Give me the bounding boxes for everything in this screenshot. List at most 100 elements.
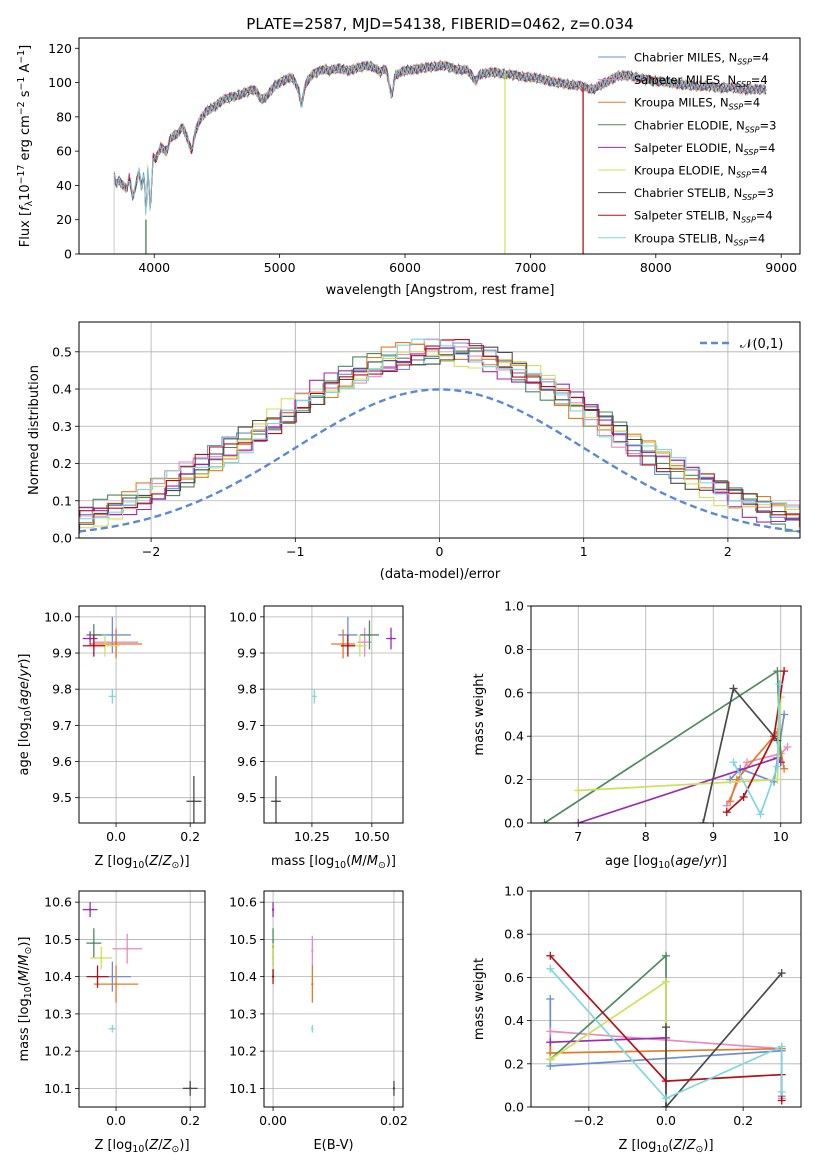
mass-vs-EBV-axes: 0.00 0.02 10.1 10.2 10.3 10.4 10.5 10.6 [229, 891, 408, 1128]
weight-vs-Z-lines [546, 951, 786, 1107]
data-point [111, 975, 114, 978]
data-point [358, 644, 362, 647]
normal-curve [79, 388, 800, 533]
y-tick-label: 10.2 [44, 1044, 72, 1059]
data-point [111, 1027, 114, 1030]
y-tick-label: 9.7 [52, 718, 72, 733]
x-tick-label: 9000 [765, 260, 797, 275]
x-tick-label: −1 [286, 544, 304, 559]
x-tick-label: 9 [709, 829, 717, 844]
data-point [311, 949, 314, 952]
x-tick-label: 0.0 [106, 829, 126, 844]
weight-vs-age-frame [530, 605, 802, 824]
spectrum-xlabel: wavelength [Angstrom, rest frame] [326, 283, 555, 298]
y-tick-label: 0.8 [504, 642, 524, 657]
x-tick-label: 10 [773, 829, 789, 844]
weight-vs-Z-axes: −0.2 0.0 0.2 0.0 0.2 0.4 0.6 0.8 1.0 [504, 884, 801, 1128]
x-tick-label: −0.2 [574, 1113, 604, 1128]
mass-vs-EBV-frame [263, 890, 404, 1108]
age-vs-mass-points [271, 616, 396, 823]
data-point [92, 644, 96, 647]
y-tick-label: 100 [48, 75, 72, 90]
spectrum-axes: 4000 5000 6000 7000 8000 9000 0 20 40 60 80 100 120 [48, 41, 797, 275]
y-tick-label: 10.0 [229, 609, 257, 624]
y-tick-label: 10.6 [229, 895, 257, 910]
histogram-frame [78, 321, 801, 539]
weight-vs-age-ylabel: mass weight [472, 673, 487, 755]
y-tick-label: 9.7 [237, 718, 257, 733]
x-tick-label: 0.2 [180, 829, 200, 844]
histogram-series-6 [79, 346, 800, 534]
data-point [311, 1027, 314, 1030]
data-point [114, 982, 118, 986]
y-tick-label: 60 [56, 144, 72, 159]
data-point [346, 644, 350, 647]
x-tick-label: 4000 [138, 260, 170, 275]
legend-label: Kroupa STELIB, NSSP=4 [634, 231, 765, 247]
x-tick-label: 8000 [640, 260, 672, 275]
y-tick-label: 1.0 [504, 884, 524, 899]
data-point [274, 800, 278, 803]
y-tick-label: 10.5 [44, 932, 72, 947]
y-tick-label: 10.0 [44, 609, 72, 624]
spectrum-title: PLATE=2587, MJD=54138, FIBERID=0462, z=0… [246, 15, 633, 33]
y-tick-label: 9.8 [52, 682, 72, 697]
x-tick-label: 7000 [515, 260, 547, 275]
mass-vs-Z-frame [78, 890, 206, 1108]
y-tick-label: 10.1 [44, 1081, 72, 1096]
y-tick-label: 9.5 [52, 790, 72, 805]
age-vs-mass-frame [263, 605, 404, 824]
age-vs-mass-xlabel: mass [log10(M/M⊙)] [271, 854, 396, 871]
y-tick-label: 1.0 [504, 599, 524, 614]
x-tick-label: 7 [574, 829, 582, 844]
weight-series-8 [549, 968, 783, 1100]
data-point [111, 633, 114, 637]
data-point [96, 975, 99, 978]
x-tick-label: 1 [580, 544, 588, 559]
x-tick-label: 2 [724, 544, 732, 559]
y-tick-label: 0.3 [52, 419, 72, 434]
data-point [313, 695, 316, 698]
data-point [392, 1087, 396, 1090]
x-tick-label: 0.02 [380, 1113, 408, 1128]
x-tick-label: 0.2 [180, 1113, 200, 1128]
y-tick-label: 0.2 [504, 772, 524, 787]
weight-series-6 [665, 972, 783, 1107]
y-tick-label: 9.8 [237, 682, 257, 697]
y-tick-label: 10.2 [229, 1044, 257, 1059]
weight-vs-Z-frame [530, 890, 802, 1108]
data-point [111, 695, 114, 698]
weight-vs-Z-xlabel: Z [log10(Z/Z⊙)] [618, 1138, 713, 1155]
data-point [341, 642, 345, 646]
data-point [100, 956, 103, 960]
y-tick-label: 0 [64, 247, 72, 262]
y-tick-label: 10.3 [44, 1006, 72, 1021]
x-tick-label: 10.25 [294, 829, 330, 844]
spectrum-lines [113, 59, 767, 254]
y-tick-label: 9.6 [237, 754, 257, 769]
legend-label: Salpeter ELODIE, NSSP=4 [634, 141, 775, 157]
y-tick-label: 20 [56, 212, 72, 227]
histogram-series-8 [79, 338, 800, 520]
data-point [271, 908, 275, 911]
data-point [88, 637, 92, 640]
y-tick-label: 0.5 [52, 344, 72, 359]
legend-label: Chabrier MILES, NSSP=4 [634, 51, 769, 67]
data-point [92, 941, 96, 945]
x-tick-label: 5000 [264, 260, 296, 275]
legend-label: Salpeter MILES, NSSP=4 [634, 73, 768, 89]
x-tick-label: 0.0 [656, 1113, 676, 1128]
y-tick-label: 10.1 [229, 1081, 257, 1096]
legend-label: Kroupa ELODIE, NSSP=4 [634, 164, 768, 180]
data-point [271, 956, 275, 960]
y-tick-label: 0.1 [52, 493, 72, 508]
x-tick-label: 0 [436, 544, 444, 559]
data-point [188, 1087, 192, 1090]
y-tick-label: 0.0 [504, 816, 524, 831]
weight-series-8 [732, 684, 781, 817]
y-tick-label: 0.8 [504, 927, 524, 942]
data-point [114, 642, 118, 646]
y-tick-label: 10.6 [44, 895, 72, 910]
y-tick-label: 0.2 [504, 1056, 524, 1071]
